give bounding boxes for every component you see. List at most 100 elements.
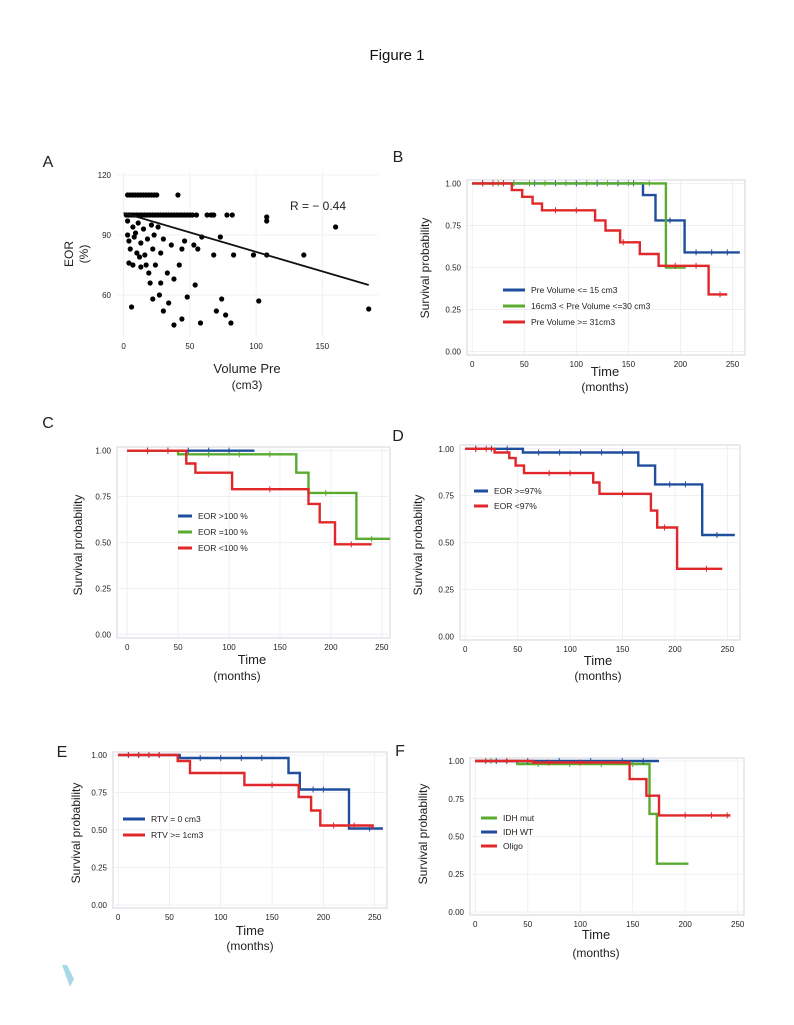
y-tick-label: 1.00 bbox=[95, 447, 111, 456]
legend-label-1: EOR >=97% bbox=[494, 486, 542, 496]
scatter-point bbox=[134, 250, 140, 256]
scatter-point bbox=[148, 222, 155, 228]
scatter-point bbox=[130, 262, 136, 268]
x-tick-label: 50 bbox=[185, 342, 194, 351]
x-tick-label: 0 bbox=[473, 920, 478, 929]
scatter-point bbox=[250, 252, 257, 258]
scatter-point bbox=[176, 262, 182, 268]
scatter-point bbox=[191, 242, 197, 248]
scatter-point bbox=[142, 252, 148, 258]
y-axis-title: Survival probability bbox=[71, 495, 85, 596]
scatter-point bbox=[366, 306, 372, 312]
scatter-point bbox=[140, 226, 147, 232]
x-tick-label: 250 bbox=[368, 913, 382, 922]
y-tick-label: 0.00 bbox=[95, 630, 111, 639]
x-tick-label: 50 bbox=[513, 645, 522, 654]
scatter-point bbox=[171, 322, 177, 328]
scatter-point bbox=[127, 246, 133, 252]
scatter-point bbox=[175, 192, 181, 198]
x-tick-label: 200 bbox=[324, 643, 338, 652]
y-tick-label: 0.00 bbox=[448, 908, 464, 917]
x-tick-label: 0 bbox=[463, 645, 468, 654]
survival-curve-1 bbox=[118, 753, 383, 830]
survival-curve-2 bbox=[127, 449, 390, 540]
x-tick-label: 250 bbox=[731, 920, 745, 929]
x-axis-title: Time bbox=[591, 364, 619, 379]
legend-label-3: Oligo bbox=[503, 841, 523, 851]
y-tick-label: 0.75 bbox=[95, 493, 111, 502]
scatter-point bbox=[213, 308, 219, 314]
scatter-point bbox=[228, 320, 234, 326]
x-axis-title: Time bbox=[584, 653, 612, 668]
x-axis-title: Volume Pre bbox=[213, 361, 280, 376]
panel-label-c: C bbox=[42, 415, 54, 432]
scatter-point bbox=[147, 280, 153, 286]
y-axis-title: EOR bbox=[62, 241, 76, 267]
x-tick-label: 100 bbox=[214, 913, 228, 922]
x-tick-label: 0 bbox=[116, 913, 121, 922]
y-axis-title: Survival probability bbox=[69, 783, 83, 884]
y-tick-label: 90 bbox=[102, 231, 111, 240]
x-axis-title: Time bbox=[582, 927, 610, 942]
legend-label-3: EOR <100 % bbox=[198, 543, 248, 553]
scatter-point bbox=[264, 218, 270, 224]
y-tick-label: 0.25 bbox=[445, 306, 461, 315]
x-tick-label: 250 bbox=[721, 645, 735, 654]
y-tick-label: 0.00 bbox=[438, 632, 454, 641]
y-axis-title: Survival probability bbox=[418, 218, 432, 319]
panel-label-f: F bbox=[395, 743, 405, 760]
x-tick-label: 50 bbox=[174, 643, 183, 652]
scatter-point bbox=[124, 232, 131, 238]
scatter-point bbox=[146, 270, 152, 276]
legend-label-2: IDH WT bbox=[503, 827, 533, 837]
y-tick-label: 0.00 bbox=[91, 901, 107, 910]
scatter-point bbox=[179, 316, 185, 322]
scatter-point bbox=[151, 232, 157, 238]
x-axis-subtitle: (months) bbox=[581, 380, 628, 394]
scatter-point bbox=[264, 214, 270, 220]
decorative-mark-icon bbox=[62, 965, 74, 987]
scatter-point bbox=[193, 212, 200, 218]
x-tick-label: 250 bbox=[726, 360, 740, 369]
scatter-point bbox=[256, 298, 262, 304]
legend-label-2: RTV >= 1cm3 bbox=[151, 830, 204, 840]
scatter-point bbox=[171, 276, 177, 282]
x-axis-subtitle: (months) bbox=[574, 669, 621, 683]
y-tick-label: 0.00 bbox=[445, 348, 461, 357]
scatter-point bbox=[192, 282, 198, 288]
legend-label-3: Pre Volume >= 31cm3 bbox=[531, 317, 615, 327]
y-tick-label: 0.75 bbox=[438, 492, 454, 501]
scatter-point bbox=[301, 252, 307, 258]
y-tick-label: 1.00 bbox=[445, 179, 461, 188]
y-tick-label: 0.25 bbox=[95, 584, 111, 593]
scatter-point bbox=[156, 292, 162, 298]
x-tick-label: 150 bbox=[616, 645, 630, 654]
x-tick-label: 100 bbox=[222, 643, 236, 652]
scatter-point bbox=[164, 270, 170, 276]
y-tick-label: 0.50 bbox=[448, 833, 464, 842]
survival-curve-1 bbox=[472, 182, 740, 254]
y-tick-label: 0.50 bbox=[445, 264, 461, 273]
scatter-point bbox=[181, 238, 188, 244]
scatter-point bbox=[184, 294, 190, 300]
y-tick-label: 0.25 bbox=[438, 585, 454, 594]
x-tick-label: 100 bbox=[574, 920, 588, 929]
scatter-point bbox=[143, 262, 149, 268]
scatter-point bbox=[150, 296, 156, 302]
scatter-point bbox=[195, 246, 201, 252]
y-axis-title: Survival probability bbox=[411, 495, 425, 596]
survival-curve-2 bbox=[118, 753, 374, 829]
y-tick-label: 1.00 bbox=[91, 751, 107, 760]
scatter-point bbox=[126, 260, 132, 266]
scatter-point bbox=[155, 224, 161, 230]
scatter-point bbox=[160, 236, 166, 242]
x-axis-subtitle: (months) bbox=[213, 669, 260, 683]
x-axis-title: Time bbox=[236, 923, 264, 938]
legend-label-1: EOR >100 % bbox=[198, 511, 248, 521]
x-tick-label: 150 bbox=[622, 360, 636, 369]
panel-label-d: D bbox=[392, 428, 404, 445]
x-tick-label: 100 bbox=[570, 360, 584, 369]
scatter-point bbox=[126, 238, 132, 244]
x-tick-label: 50 bbox=[520, 360, 529, 369]
x-tick-label: 150 bbox=[626, 920, 640, 929]
